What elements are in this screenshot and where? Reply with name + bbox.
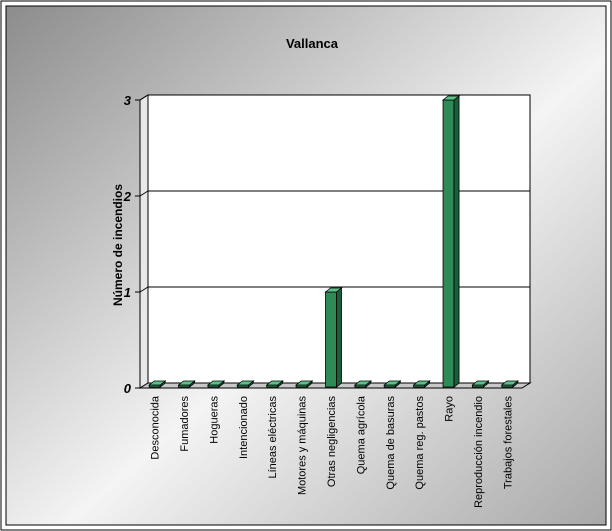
plot-side-wall — [139, 94, 149, 389]
bar-top — [500, 380, 519, 386]
chart-title: Vallanca — [286, 36, 339, 51]
bar-top — [177, 380, 196, 386]
bar-top — [383, 380, 402, 386]
y-tick-label: 3 — [124, 93, 132, 108]
x-tick-label: Quema de basuras — [385, 396, 397, 490]
bar-top — [353, 380, 373, 386]
bar-top — [471, 380, 490, 386]
x-tick-label: Trabajos forestales — [502, 396, 514, 490]
y-tick-label: 1 — [124, 285, 131, 300]
bar-top — [265, 380, 284, 386]
gridline-depth — [139, 286, 149, 293]
x-tick-label: Intencionado — [238, 396, 250, 459]
bar — [325, 291, 337, 388]
x-tick-label: Quema agrícola — [355, 395, 367, 474]
x-tick-label: Hogueras — [208, 396, 220, 444]
bar-top — [441, 95, 461, 101]
bar — [442, 99, 455, 388]
x-tick-label: Fumadores — [179, 396, 191, 452]
x-tick-label: Líneas eléctricas — [267, 396, 279, 479]
plot-area: 0 1 2 3 Desconocida Fumadores Hogueras Intencio… — [123, 93, 532, 508]
y-axis-label: Número de incendios — [111, 184, 125, 306]
x-tick-label: Reproducción incendio — [473, 396, 485, 508]
bar-top — [294, 380, 314, 386]
x-tick-label: Quema reg. pastos — [414, 396, 426, 490]
bar-side — [453, 95, 460, 388]
gridline-depth — [139, 94, 149, 101]
x-tick-label: Motores y máquinas — [297, 396, 309, 496]
y-tick-label: 2 — [123, 189, 132, 204]
y-tick-label: 0 — [124, 381, 132, 396]
gridline-depth — [139, 190, 149, 197]
bar-top — [324, 287, 343, 293]
x-tick-label: Rayo — [444, 396, 456, 422]
bar-side — [336, 287, 342, 388]
bar-top — [412, 380, 431, 386]
bar-top — [206, 380, 226, 386]
x-tick-label: Otras negligencias — [326, 396, 338, 488]
x-tick-label: Desconocida — [150, 395, 162, 459]
bar-top — [148, 380, 167, 386]
bar-top — [236, 380, 255, 386]
